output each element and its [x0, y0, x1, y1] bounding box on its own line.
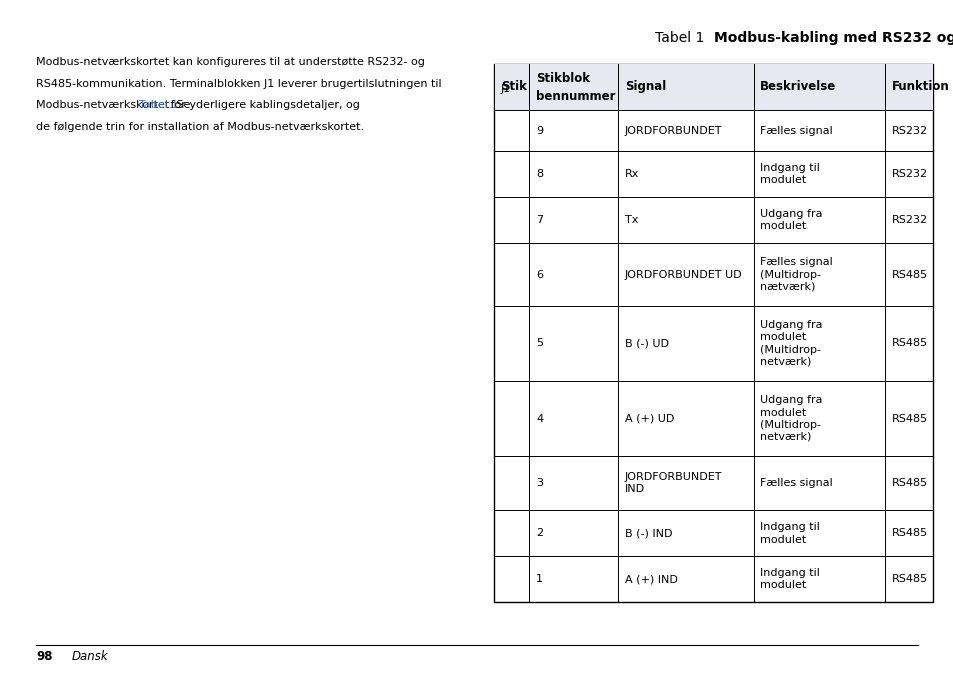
Text: JORDFORBUNDET UD: JORDFORBUNDET UD: [624, 270, 741, 279]
Text: modulet: modulet: [760, 176, 805, 186]
Text: Beskrivelse: Beskrivelse: [760, 80, 836, 94]
Text: 2: 2: [536, 528, 542, 538]
Bar: [494, 64, 932, 110]
Text: for yderligere kablingsdetaljer, og: for yderligere kablingsdetaljer, og: [167, 100, 359, 110]
Text: Rx: Rx: [624, 170, 639, 180]
Text: RS485: RS485: [891, 270, 927, 279]
Text: bennummer: bennummer: [536, 90, 615, 103]
Text: Tabel 1: Tabel 1: [655, 32, 713, 45]
Text: Fælles signal: Fælles signal: [760, 258, 832, 267]
Text: modulet: modulet: [760, 580, 805, 590]
Text: de følgende trin for installation af Modbus-netværkskortet.: de følgende trin for installation af Mod…: [36, 122, 364, 132]
Text: (Multidrop-: (Multidrop-: [760, 420, 821, 429]
Text: Tabel 1: Tabel 1: [139, 100, 178, 110]
Text: Stik: Stik: [500, 80, 526, 94]
Text: Udgang fra: Udgang fra: [760, 209, 822, 219]
Text: 98: 98: [36, 649, 52, 663]
Text: 5: 5: [536, 339, 542, 349]
Text: Stikblok: Stikblok: [536, 72, 590, 85]
Text: (Multidrop-: (Multidrop-: [760, 270, 821, 279]
Text: Dansk: Dansk: [71, 649, 108, 663]
Text: Tx: Tx: [624, 215, 638, 225]
Text: RS485: RS485: [891, 574, 927, 584]
Text: RS485: RS485: [891, 339, 927, 349]
Text: JORDFORBUNDET: JORDFORBUNDET: [624, 472, 721, 483]
Text: 3: 3: [536, 479, 542, 489]
Text: B (-) UD: B (-) UD: [624, 339, 668, 349]
Text: RS232: RS232: [891, 170, 927, 180]
Text: Modbus-kabling med RS232 og RS485: Modbus-kabling med RS232 og RS485: [713, 32, 953, 45]
Text: RS485: RS485: [891, 479, 927, 489]
Text: A (+) UD: A (+) UD: [624, 414, 674, 423]
Text: Modbus-netværkskortet. Se: Modbus-netværkskortet. Se: [36, 100, 193, 110]
Text: modulet: modulet: [760, 408, 805, 417]
Text: JORDFORBUNDET: JORDFORBUNDET: [624, 126, 721, 135]
Text: Funktion: Funktion: [891, 80, 949, 94]
Text: 1: 1: [536, 574, 542, 584]
Bar: [494, 64, 932, 602]
Text: modulet: modulet: [760, 221, 805, 232]
Text: netværk): netværk): [760, 357, 811, 367]
Text: 8: 8: [536, 170, 542, 180]
Text: J1: J1: [500, 84, 511, 94]
Text: Udgang fra: Udgang fra: [760, 396, 822, 405]
Text: 4: 4: [536, 414, 542, 423]
Text: B (-) IND: B (-) IND: [624, 528, 672, 538]
Text: netværk): netværk): [760, 432, 811, 441]
Text: Signal: Signal: [624, 80, 665, 94]
Text: RS232: RS232: [891, 126, 927, 135]
Text: nætværk): nætværk): [760, 282, 815, 291]
Text: A (+) IND: A (+) IND: [624, 574, 677, 584]
Text: RS485: RS485: [891, 528, 927, 538]
Text: RS485: RS485: [891, 414, 927, 423]
Text: 9: 9: [536, 126, 542, 135]
Text: Fælles signal: Fælles signal: [760, 479, 832, 489]
Text: Indgang til: Indgang til: [760, 568, 820, 578]
Text: Udgang fra: Udgang fra: [760, 320, 822, 330]
Text: Fælles signal: Fælles signal: [760, 126, 832, 135]
Text: modulet: modulet: [760, 332, 805, 343]
Text: RS485-kommunikation. Terminalblokken J1 leverer brugertilslutningen til: RS485-kommunikation. Terminalblokken J1 …: [36, 79, 441, 89]
Text: modulet: modulet: [760, 534, 805, 544]
Text: Indgang til: Indgang til: [760, 164, 820, 174]
Text: IND: IND: [624, 485, 644, 495]
Text: (Multidrop-: (Multidrop-: [760, 345, 821, 355]
Text: Modbus-netværkskortet kan konfigureres til at understøtte RS232- og: Modbus-netværkskortet kan konfigureres t…: [36, 57, 425, 67]
Text: 7: 7: [536, 215, 542, 225]
Text: Indgang til: Indgang til: [760, 522, 820, 532]
Text: 6: 6: [536, 270, 542, 279]
Text: RS232: RS232: [891, 215, 927, 225]
